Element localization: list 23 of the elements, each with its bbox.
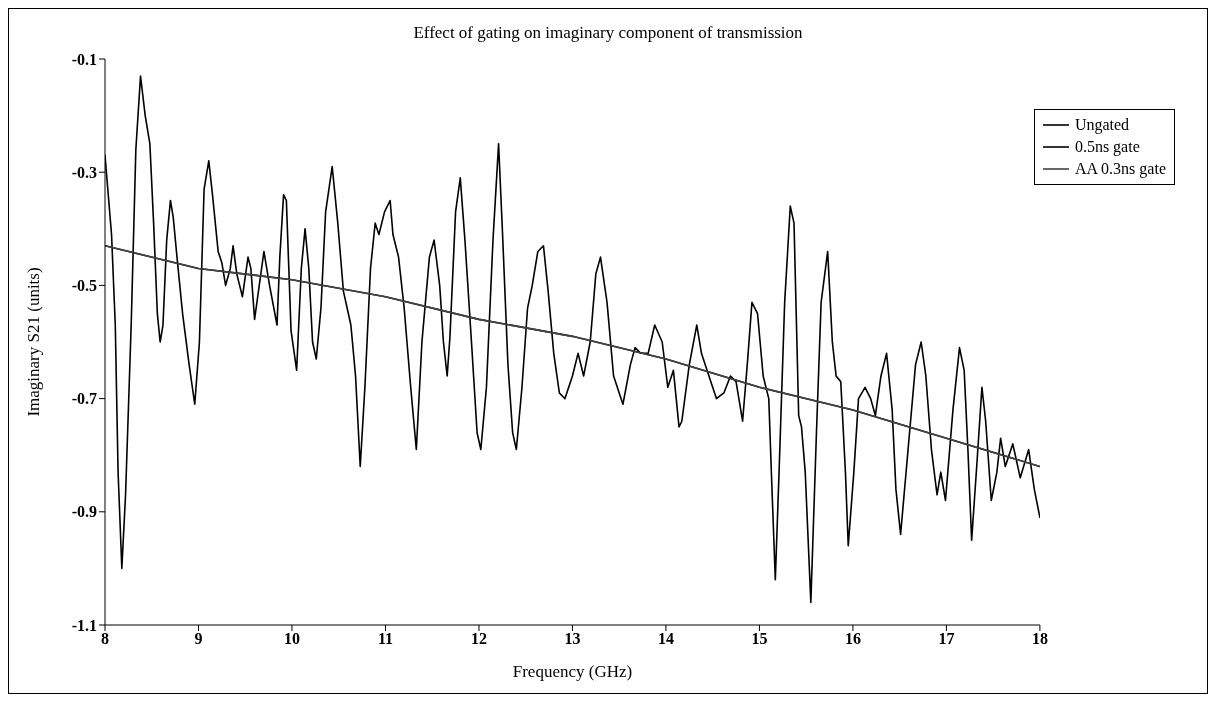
x-tick-label: 10 (283, 630, 300, 648)
chart-title: Effect of gating on imaginary component of transmission (412, 22, 804, 44)
x-tick-label: 12 (470, 630, 487, 648)
x-tick-label: 17 (938, 630, 955, 648)
y-tick-label: -0.3 (71, 163, 97, 181)
y-tick-label: -0.7 (71, 390, 97, 408)
legend-label: AA 0.3ns gate (1074, 159, 1166, 180)
x-tick-label: 8 (101, 630, 109, 648)
y-tick-label: -0.5 (71, 277, 97, 295)
legend-label: Ungated (1074, 115, 1130, 136)
y-tick-label: -1.1 (71, 616, 97, 634)
legend-label: 0.5ns gate (1074, 137, 1140, 158)
x-tick-label: 15 (751, 630, 768, 648)
x-tick-label: 16 (844, 630, 861, 648)
y-tick-label: -0.9 (71, 503, 97, 521)
y-tick-label: -0.1 (71, 50, 97, 68)
x-tick-label: 14 (657, 630, 674, 648)
x-tick-label: 11 (377, 630, 394, 648)
x-axis-title: Frequency (GHz) (512, 662, 633, 681)
y-axis-title: Imaginary S21 (units) (24, 267, 44, 417)
x-tick-label: 13 (564, 630, 581, 648)
x-tick-label: 18 (1031, 630, 1048, 648)
x-tick-label: 9 (194, 630, 203, 648)
